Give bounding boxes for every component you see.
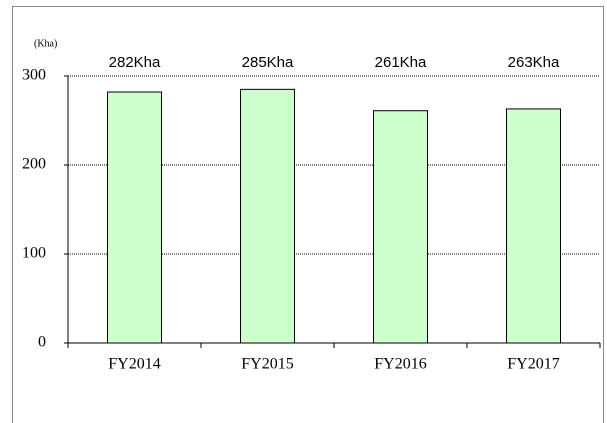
value-label: 261Kha	[375, 54, 427, 71]
value-label: 263Kha	[508, 54, 560, 71]
x-tick-label: FY2014	[108, 356, 160, 373]
bar	[107, 91, 162, 344]
y-axis-label: (Kha)	[34, 38, 57, 49]
bar	[506, 108, 561, 344]
y-tick-label: 0	[38, 334, 46, 351]
x-tick-label: FY2016	[374, 356, 426, 373]
y-tick-label: 200	[22, 156, 46, 173]
bar	[373, 110, 428, 344]
bar	[240, 88, 295, 344]
value-label: 285Kha	[242, 54, 294, 71]
y-tick-label: 300	[22, 67, 46, 84]
y-tick-label: 100	[22, 245, 46, 262]
value-label: 282Kha	[109, 54, 161, 71]
frame	[12, 6, 604, 423]
x-tick-label: FY2015	[241, 356, 293, 373]
x-tick-label: FY2017	[507, 356, 559, 373]
